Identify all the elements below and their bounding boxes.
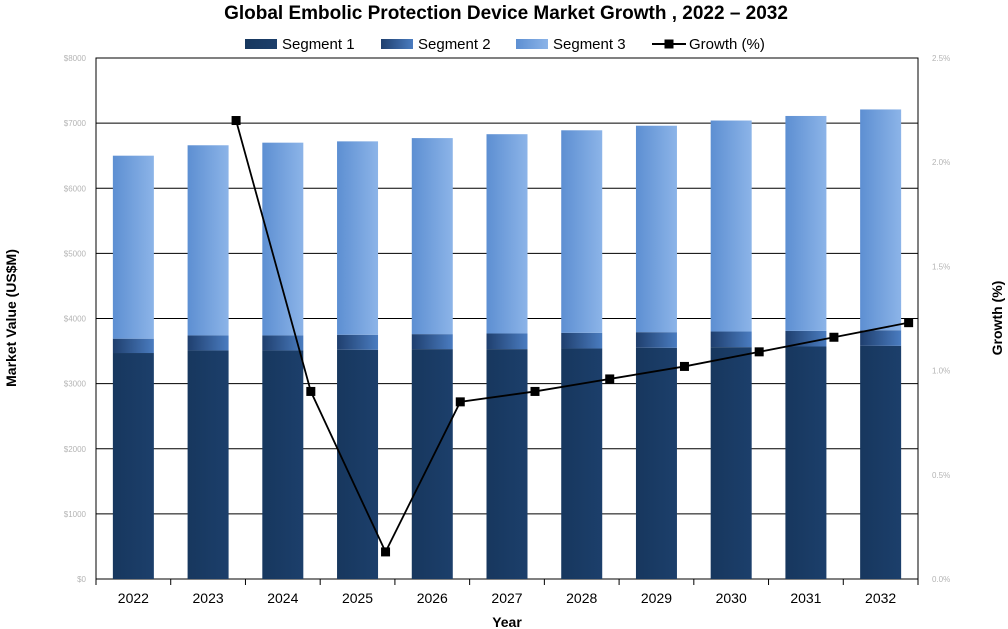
- bar-segment-1-2023: [187, 350, 229, 579]
- growth-point-2024: [306, 386, 316, 396]
- y2-tick-label: 0.0%: [932, 575, 950, 584]
- bar-segment-3-2026: [411, 138, 453, 335]
- bar-segment-3-2029: [635, 125, 677, 333]
- x-tick-label: 2032: [865, 590, 896, 606]
- bar-segment-2-2030: [710, 331, 752, 348]
- bar-segment-1-2022: [112, 353, 154, 579]
- growth-point-2023: [231, 116, 241, 126]
- x-tick-label: 2026: [417, 590, 448, 606]
- x-tick-label: 2027: [491, 590, 522, 606]
- y-axis-title: Market Value (US$M): [3, 249, 19, 387]
- legend-swatch: [245, 39, 277, 49]
- y-tick-label: $3000: [64, 380, 87, 389]
- growth-point-2029: [679, 361, 689, 371]
- x-tick-label: 2025: [342, 590, 373, 606]
- x-tick-label: 2031: [790, 590, 821, 606]
- legend-swatch: [381, 39, 413, 49]
- legend-item-3: Segment 3: [516, 36, 626, 53]
- y-tick-label: $6000: [64, 184, 87, 193]
- bar-segment-1-2029: [635, 347, 677, 579]
- bar-segment-3-2028: [561, 130, 603, 333]
- legend-swatch: [516, 39, 548, 49]
- y2-tick-label: 1.5%: [932, 262, 950, 271]
- growth-point-2030: [754, 347, 764, 357]
- y-tick-label: $7000: [64, 119, 87, 128]
- bar-segment-3-2023: [187, 145, 229, 336]
- bar-segment-2-2025: [337, 334, 379, 350]
- bar-segment-1-2028: [561, 348, 603, 579]
- chart-title: Global Embolic Protection Device Market …: [224, 3, 788, 24]
- x-tick-label: 2028: [566, 590, 597, 606]
- bar-segment-1-2031: [785, 346, 827, 579]
- x-tick-label: 2024: [267, 590, 298, 606]
- bar-segment-2-2024: [262, 335, 304, 351]
- bar-segment-2-2027: [486, 333, 528, 350]
- legend-label: Segment 2: [418, 36, 491, 53]
- bar-segment-3-2025: [337, 141, 379, 335]
- y-tick-label: $0: [77, 575, 86, 584]
- legend-label: Segment 1: [282, 36, 355, 53]
- x-tick-label: 2030: [716, 590, 747, 606]
- bar-segment-1-2030: [710, 347, 752, 579]
- legend: Segment 1 Segment 2 Segment 3 Growth (%): [245, 36, 765, 53]
- legend-item-2: Segment 2: [381, 36, 491, 53]
- bar-segment-3-2031: [785, 115, 827, 331]
- bar-segment-3-2027: [486, 134, 528, 334]
- growth-line: [235, 120, 909, 554]
- growth-point-2026: [455, 397, 465, 407]
- bar-segment-2-2029: [635, 332, 677, 348]
- growth-point-2025: [381, 547, 391, 557]
- x-tick-label: 2022: [118, 590, 149, 606]
- y2-axis-title: Growth (%): [989, 281, 1005, 356]
- growth-point-2031: [829, 332, 839, 342]
- y-tick-label: $1000: [64, 510, 87, 519]
- x-tick-label: 2029: [641, 590, 672, 606]
- legend-item-1: Segment 1: [245, 36, 355, 53]
- bar-segment-3-2022: [112, 155, 154, 339]
- x-axis-title: Year: [492, 614, 522, 629]
- bars: [112, 109, 902, 579]
- bar-segment-1-2027: [486, 349, 528, 579]
- y-tick-label: $2000: [64, 445, 87, 454]
- bar-segment-1-2032: [860, 345, 902, 579]
- legend-marker: [664, 39, 674, 49]
- y-tick-label: $5000: [64, 249, 87, 258]
- bar-segment-2-2028: [561, 332, 603, 349]
- growth-point-2028: [605, 374, 615, 384]
- y2-tick-label: 0.5%: [932, 471, 950, 480]
- y-tick-label: $8000: [64, 54, 87, 63]
- bar-segment-1-2024: [262, 350, 304, 579]
- y2-tick-label: 1.0%: [932, 367, 950, 376]
- bar-segment-2-2032: [860, 330, 902, 346]
- growth-point-2032: [904, 318, 914, 328]
- y2-tick-label: 2.0%: [932, 158, 950, 167]
- y2-tick-label: 2.5%: [932, 54, 950, 63]
- legend-label: Segment 3: [553, 36, 626, 53]
- y2-axis-ticks: 0.0% 0.5% 1.0% 1.5% 2.0% 2.5%: [932, 54, 950, 584]
- legend-label: Growth (%): [689, 36, 765, 53]
- growth-point-2027: [530, 386, 540, 396]
- bar-segment-3-2030: [710, 120, 752, 332]
- growth-series: [231, 116, 914, 557]
- bar-segment-1-2025: [337, 349, 379, 579]
- bar-segment-2-2022: [112, 338, 154, 354]
- bar-segment-2-2031: [785, 330, 827, 347]
- x-axis: 2022 2023 2024 2025 2026 2027 2028 2029 2030 2031…: [95, 579, 919, 606]
- y-tick-label: $4000: [64, 315, 87, 324]
- x-tick-label: 2023: [193, 590, 224, 606]
- legend-item-4: Growth (%): [652, 36, 765, 53]
- y-axis-ticks: $0 $1000 $2000 $3000 $4000 $5000 $6000 $7000 $80…: [64, 54, 87, 584]
- bar-segment-2-2026: [411, 334, 453, 350]
- bar-segment-1-2026: [411, 349, 453, 579]
- bar-segment-3-2032: [860, 109, 902, 331]
- bar-segment-2-2023: [187, 335, 229, 351]
